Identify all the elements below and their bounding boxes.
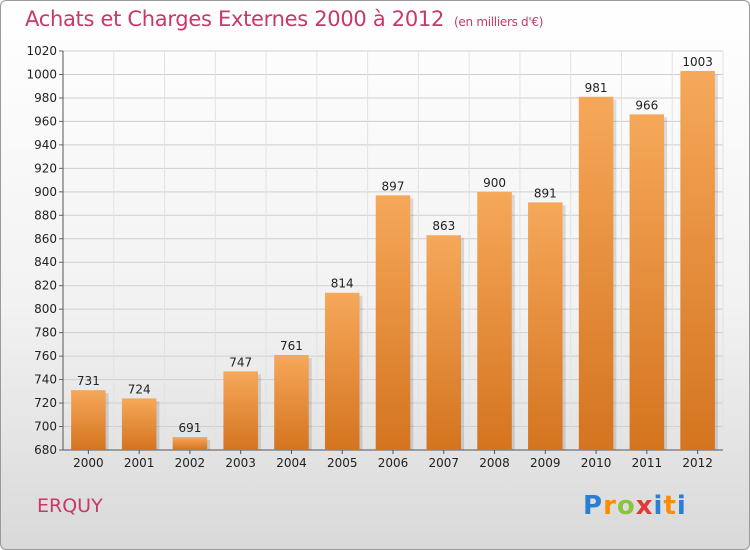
x-tick-label-2008: 2008 bbox=[479, 456, 510, 470]
y-tick-label: 720 bbox=[34, 396, 57, 410]
data-label-2011: 966 bbox=[635, 98, 658, 112]
logo-letter: i bbox=[676, 491, 687, 521]
bar-2003 bbox=[223, 371, 258, 450]
bar-2008 bbox=[477, 191, 512, 450]
y-tick-label: 800 bbox=[34, 302, 57, 316]
bar-2012 bbox=[680, 70, 715, 450]
axes: 680 700 720 740 760 780 800 820 840 860 880 900 920 9… bbox=[26, 44, 723, 470]
x-tick-label-2010: 2010 bbox=[581, 456, 612, 470]
data-label-2004: 761 bbox=[280, 339, 303, 353]
x-tick-label-2006: 2006 bbox=[378, 456, 409, 470]
bar-2000 bbox=[71, 390, 106, 450]
chart-title: Achats et Charges Externes 2000 à 2012 (e… bbox=[25, 7, 543, 31]
bar-2009 bbox=[528, 202, 563, 450]
x-tick-label-2011: 2011 bbox=[632, 456, 663, 470]
y-tick-label: 900 bbox=[34, 185, 57, 199]
bar-2011 bbox=[629, 114, 665, 450]
data-label-2008: 900 bbox=[483, 176, 506, 190]
data-labels: 731 724 691 747 761 814 897 863 900 891 981 966 1003 bbox=[77, 55, 713, 435]
x-tick-label-2001: 2001 bbox=[124, 456, 155, 470]
chart-title-text: Achats et Charges Externes 2000 à 2012 bbox=[25, 7, 445, 31]
y-tick-label: 780 bbox=[34, 326, 57, 340]
data-label-2007: 863 bbox=[432, 219, 455, 233]
y-tick-label: 760 bbox=[34, 349, 57, 363]
y-tick-label: 700 bbox=[34, 420, 57, 434]
proxiti-logo[interactable]: Proxiti bbox=[583, 491, 687, 521]
x-tick-label-2004: 2004 bbox=[276, 456, 307, 470]
commune-name: ERQUY bbox=[37, 495, 103, 517]
y-tick-label: 880 bbox=[34, 208, 57, 222]
x-tick-label-2003: 2003 bbox=[225, 456, 256, 470]
y-tick-label: 960 bbox=[34, 114, 57, 128]
data-label-2003: 747 bbox=[229, 355, 252, 369]
y-tick-label: 940 bbox=[34, 138, 57, 152]
bar-2007 bbox=[426, 235, 462, 450]
y-tick-label: 980 bbox=[34, 91, 57, 105]
x-tick-label-2007: 2007 bbox=[428, 456, 459, 470]
data-label-2006: 897 bbox=[382, 179, 405, 193]
y-tick-label: 740 bbox=[34, 373, 57, 387]
bar-2004 bbox=[274, 354, 309, 450]
bar-2002 bbox=[172, 437, 208, 450]
chart-unit: (en milliers d'€) bbox=[454, 15, 544, 29]
data-label-2002: 691 bbox=[178, 421, 201, 435]
logo-letter: P bbox=[583, 491, 604, 521]
bar-2010 bbox=[578, 96, 614, 451]
y-tick-label: 860 bbox=[34, 232, 57, 246]
y-tick-label: 920 bbox=[34, 161, 57, 175]
x-tick-label-2012: 2012 bbox=[682, 456, 713, 470]
x-tick-label-2000: 2000 bbox=[73, 456, 104, 470]
x-tick-label-2002: 2002 bbox=[175, 456, 206, 470]
data-label-2009: 891 bbox=[534, 186, 557, 200]
x-tick-label-2005: 2005 bbox=[327, 456, 358, 470]
x-tick-label-2009: 2009 bbox=[530, 456, 561, 470]
data-label-2000: 731 bbox=[77, 374, 100, 388]
y-tick-label: 840 bbox=[34, 255, 57, 269]
y-tick-label: 1000 bbox=[26, 67, 57, 81]
data-label-2005: 814 bbox=[331, 277, 354, 291]
logo-letter: r bbox=[603, 491, 617, 521]
bars bbox=[71, 70, 718, 451]
y-tick-label: 680 bbox=[34, 443, 57, 457]
data-label-2012: 1003 bbox=[682, 55, 713, 69]
logo-letter: t bbox=[663, 491, 677, 521]
y-tick-label: 1020 bbox=[26, 44, 57, 58]
bar-2005 bbox=[324, 292, 360, 450]
data-label-2001: 724 bbox=[128, 382, 151, 396]
logo-letter: o bbox=[616, 491, 636, 521]
bar-2001 bbox=[121, 398, 157, 450]
logo-letter: x bbox=[635, 491, 654, 521]
bar-2006 bbox=[375, 195, 411, 450]
data-label-2010: 981 bbox=[585, 81, 608, 95]
logo-letter: i bbox=[653, 491, 664, 521]
y-tick-label: 820 bbox=[34, 279, 57, 293]
